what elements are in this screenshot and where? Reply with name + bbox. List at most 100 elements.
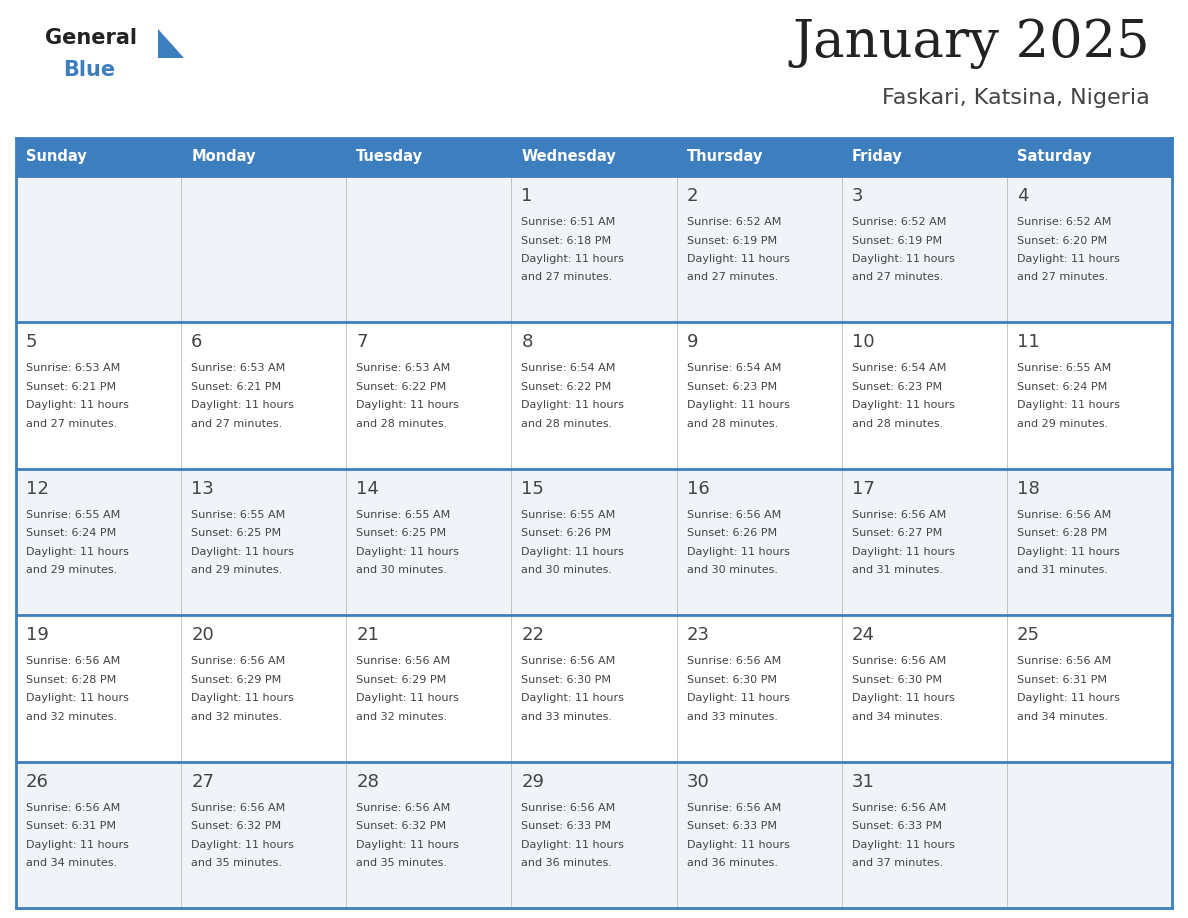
Text: Sunrise: 6:56 AM: Sunrise: 6:56 AM [522,656,615,666]
Text: 16: 16 [687,480,709,498]
Text: Sunset: 6:31 PM: Sunset: 6:31 PM [26,821,116,831]
Text: Sunset: 6:19 PM: Sunset: 6:19 PM [852,236,942,245]
Text: Sunset: 6:30 PM: Sunset: 6:30 PM [852,675,942,685]
Text: Sunrise: 6:56 AM: Sunrise: 6:56 AM [1017,509,1111,520]
Polygon shape [158,29,184,58]
Text: 23: 23 [687,626,709,644]
Text: Sunrise: 6:52 AM: Sunrise: 6:52 AM [852,217,946,227]
Text: Sunset: 6:32 PM: Sunset: 6:32 PM [191,821,282,831]
Text: and 28 minutes.: and 28 minutes. [687,419,778,429]
Text: Sunrise: 6:56 AM: Sunrise: 6:56 AM [356,802,450,812]
Text: Sunset: 6:32 PM: Sunset: 6:32 PM [356,821,447,831]
Text: Sunrise: 6:56 AM: Sunrise: 6:56 AM [191,656,285,666]
Text: Sunrise: 6:56 AM: Sunrise: 6:56 AM [26,656,120,666]
Text: Sunrise: 6:54 AM: Sunrise: 6:54 AM [852,364,946,374]
Text: Daylight: 11 hours: Daylight: 11 hours [852,547,955,557]
Text: Sunset: 6:33 PM: Sunset: 6:33 PM [522,821,612,831]
Text: Sunrise: 6:52 AM: Sunrise: 6:52 AM [687,217,781,227]
Text: Daylight: 11 hours: Daylight: 11 hours [687,254,790,264]
Text: Daylight: 11 hours: Daylight: 11 hours [356,840,459,849]
Text: and 27 minutes.: and 27 minutes. [191,419,283,429]
Text: Sunrise: 6:56 AM: Sunrise: 6:56 AM [687,802,781,812]
Text: and 33 minutes.: and 33 minutes. [522,711,613,722]
Text: Daylight: 11 hours: Daylight: 11 hours [26,840,128,849]
Text: 11: 11 [1017,333,1040,352]
Text: Sunset: 6:26 PM: Sunset: 6:26 PM [522,528,612,538]
Text: 4: 4 [1017,187,1029,205]
Text: Sunrise: 6:56 AM: Sunrise: 6:56 AM [852,802,946,812]
Text: Sunrise: 6:56 AM: Sunrise: 6:56 AM [191,802,285,812]
Text: Sunrise: 6:55 AM: Sunrise: 6:55 AM [356,509,450,520]
Text: 17: 17 [852,480,874,498]
Text: and 27 minutes.: and 27 minutes. [687,273,778,283]
Text: Daylight: 11 hours: Daylight: 11 hours [1017,254,1120,264]
Text: and 36 minutes.: and 36 minutes. [687,858,778,868]
Text: Daylight: 11 hours: Daylight: 11 hours [26,400,128,410]
Text: Sunrise: 6:56 AM: Sunrise: 6:56 AM [1017,656,1111,666]
Text: 1: 1 [522,187,532,205]
Text: and 29 minutes.: and 29 minutes. [191,565,283,576]
Text: Sunrise: 6:56 AM: Sunrise: 6:56 AM [852,509,946,520]
Text: Sunset: 6:23 PM: Sunset: 6:23 PM [852,382,942,392]
Text: and 34 minutes.: and 34 minutes. [1017,711,1108,722]
Text: Sunset: 6:24 PM: Sunset: 6:24 PM [1017,382,1107,392]
Text: Daylight: 11 hours: Daylight: 11 hours [191,840,293,849]
Text: and 34 minutes.: and 34 minutes. [852,711,943,722]
Text: Sunrise: 6:53 AM: Sunrise: 6:53 AM [356,364,450,374]
Text: and 30 minutes.: and 30 minutes. [522,565,613,576]
Text: 10: 10 [852,333,874,352]
Text: Daylight: 11 hours: Daylight: 11 hours [852,254,955,264]
Text: Daylight: 11 hours: Daylight: 11 hours [26,693,128,703]
Text: Sunrise: 6:56 AM: Sunrise: 6:56 AM [26,802,120,812]
Text: Sunset: 6:25 PM: Sunset: 6:25 PM [191,528,282,538]
Text: 28: 28 [356,773,379,790]
Text: Sunset: 6:21 PM: Sunset: 6:21 PM [26,382,116,392]
Text: Sunrise: 6:53 AM: Sunrise: 6:53 AM [191,364,285,374]
Text: Faskari, Katsina, Nigeria: Faskari, Katsina, Nigeria [883,88,1150,108]
Text: and 27 minutes.: and 27 minutes. [1017,273,1108,283]
Text: Daylight: 11 hours: Daylight: 11 hours [26,547,128,557]
Bar [15,322,1173,469]
Bar [511,138,677,176]
Text: Sunrise: 6:56 AM: Sunrise: 6:56 AM [687,656,781,666]
Text: 21: 21 [356,626,379,644]
Text: and 33 minutes.: and 33 minutes. [687,711,778,722]
Text: Sunrise: 6:54 AM: Sunrise: 6:54 AM [522,364,615,374]
Text: Sunday: Sunday [26,150,87,164]
Text: Sunrise: 6:55 AM: Sunrise: 6:55 AM [1017,364,1111,374]
Text: and 32 minutes.: and 32 minutes. [26,711,118,722]
Bar [1007,138,1173,176]
Text: Daylight: 11 hours: Daylight: 11 hours [852,400,955,410]
Text: Daylight: 11 hours: Daylight: 11 hours [687,547,790,557]
Text: Sunset: 6:29 PM: Sunset: 6:29 PM [356,675,447,685]
Text: 7: 7 [356,333,368,352]
Text: Daylight: 11 hours: Daylight: 11 hours [1017,693,1120,703]
Bar [15,176,1173,322]
Text: Sunset: 6:33 PM: Sunset: 6:33 PM [852,821,942,831]
Text: and 28 minutes.: and 28 minutes. [356,419,448,429]
Text: 29: 29 [522,773,544,790]
Text: Sunrise: 6:56 AM: Sunrise: 6:56 AM [522,802,615,812]
Text: and 27 minutes.: and 27 minutes. [522,273,613,283]
Text: Sunset: 6:23 PM: Sunset: 6:23 PM [687,382,777,392]
Text: Blue: Blue [63,60,115,80]
Text: Sunset: 6:22 PM: Sunset: 6:22 PM [522,382,612,392]
Text: Sunset: 6:19 PM: Sunset: 6:19 PM [687,236,777,245]
Text: Sunrise: 6:53 AM: Sunrise: 6:53 AM [26,364,120,374]
Text: 3: 3 [852,187,864,205]
Text: Sunrise: 6:56 AM: Sunrise: 6:56 AM [687,509,781,520]
Text: Daylight: 11 hours: Daylight: 11 hours [522,840,625,849]
Text: Daylight: 11 hours: Daylight: 11 hours [191,693,293,703]
Text: Daylight: 11 hours: Daylight: 11 hours [687,400,790,410]
Text: Daylight: 11 hours: Daylight: 11 hours [687,840,790,849]
Text: Sunset: 6:27 PM: Sunset: 6:27 PM [852,528,942,538]
Bar [181,138,346,176]
Text: and 36 minutes.: and 36 minutes. [522,858,613,868]
Text: Monday: Monday [191,150,255,164]
Text: Sunset: 6:30 PM: Sunset: 6:30 PM [522,675,612,685]
Text: and 32 minutes.: and 32 minutes. [356,711,448,722]
Text: 14: 14 [356,480,379,498]
Text: and 27 minutes.: and 27 minutes. [26,419,118,429]
Text: Wednesday: Wednesday [522,150,617,164]
Text: Sunset: 6:20 PM: Sunset: 6:20 PM [1017,236,1107,245]
